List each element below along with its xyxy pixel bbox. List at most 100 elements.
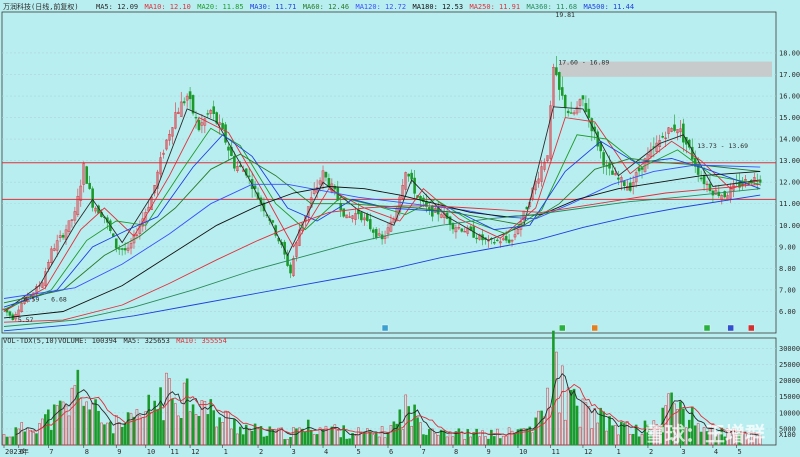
volume-bar [61,401,65,446]
volume-bar [611,425,614,446]
volume-bar [383,437,387,446]
legend-entry: MA120: 12.72 [356,3,407,11]
volume-bar [94,399,97,446]
volume-bar [309,429,313,446]
candle-body [646,154,650,163]
volume-bar [368,431,372,446]
volume-ma5-line [15,373,761,436]
volume-bar [454,431,458,446]
volume-bar [439,429,443,446]
candle-body [73,211,77,221]
candle-body [233,155,236,169]
volume-bar [685,427,688,446]
volume-bar [38,423,41,446]
ma-lines [3,106,761,332]
volume-bar [738,433,741,446]
candle-body [510,239,514,242]
candle-body [374,229,378,238]
volume-bar [448,431,452,446]
volume-bar [295,428,298,446]
volume-legend: VOLUME: 100394 MA5: 325653 MA10: 355554 [58,337,227,345]
price-tick-label: 7.00 [779,286,796,294]
x-tick-label: 12 [584,448,592,456]
candle-body [377,233,381,236]
volume-bar [304,431,307,446]
volume-bar [336,430,340,446]
volume-bar [41,418,44,446]
volume-bar [315,434,319,446]
candle-body [386,227,390,235]
volume-bar [708,427,712,446]
volume-bar [23,431,26,446]
volume-bar [758,435,762,446]
horizontal-lines [2,162,776,200]
price-annotation: 5.57 [18,316,34,324]
volume-bar [47,409,50,446]
volume-bar [442,430,446,446]
candle-body [608,162,611,169]
price-annotation: 6.59 - 6.68 [24,296,67,304]
x-tick-label: 2 [259,448,263,456]
candle-body [383,236,387,239]
volume-bar [510,430,514,446]
volume-bar [85,401,88,446]
volume-bar [425,434,428,446]
candle-body [558,72,561,90]
candle-body [52,248,56,251]
volume-bar [286,439,289,446]
volume-legend-entry: MA5: 325653 [124,337,170,345]
volume-bar [534,417,537,446]
volume-bar [457,428,461,446]
price-annotations: 19.81 17.60 - 16.89 13.73 - 13.69 6.59 - 6.… [18,11,748,324]
event-marker-icon[interactable] [748,324,755,332]
candle-body [135,234,139,236]
volume-bar [67,415,71,446]
legend-entry: MA360: 11.68 [527,3,578,11]
event-marker-icon[interactable] [381,324,389,332]
price-tick-label: 18.00 [779,49,800,57]
volume-bar [268,426,272,446]
candle-body [368,219,372,230]
volume-bar [215,426,218,446]
volume-bar [318,427,322,446]
volume-bar [531,432,535,446]
volume-bar [655,423,659,446]
candle-body [623,181,626,187]
x-tick-label: 4 [324,448,328,456]
volume-bar [513,433,517,446]
candle-body [371,229,375,233]
volume-bar [82,405,86,446]
candle-body [348,216,351,218]
volume-bar [750,431,753,446]
candle-body [44,271,47,286]
event-marker-icon[interactable] [591,324,598,332]
candle-body [690,146,694,160]
event-marker-icon[interactable] [727,324,734,332]
volume-bar [165,372,168,446]
candle-body [463,231,467,233]
candle-body [168,134,171,141]
volume-bar [55,405,59,446]
volume-bar [191,404,195,446]
volume-bar [209,399,213,446]
volume-bar [643,420,647,446]
event-markers[interactable] [381,324,755,332]
volume-bar [29,429,32,446]
legend-entry: MA180: 12.53 [413,3,464,11]
volume-bar [230,428,233,446]
volume-bar [540,410,543,446]
candle-body [351,215,354,219]
event-marker-icon[interactable] [703,324,711,332]
candle-body [209,110,213,114]
volume-bar [575,405,579,446]
candle-body [114,238,118,249]
volume-bar [58,400,62,446]
event-marker-icon[interactable] [559,324,566,332]
candle-body [670,128,673,132]
candle-body [35,286,38,295]
volume-bar [324,425,328,446]
candle-body [363,217,366,221]
candle-body [162,152,165,155]
